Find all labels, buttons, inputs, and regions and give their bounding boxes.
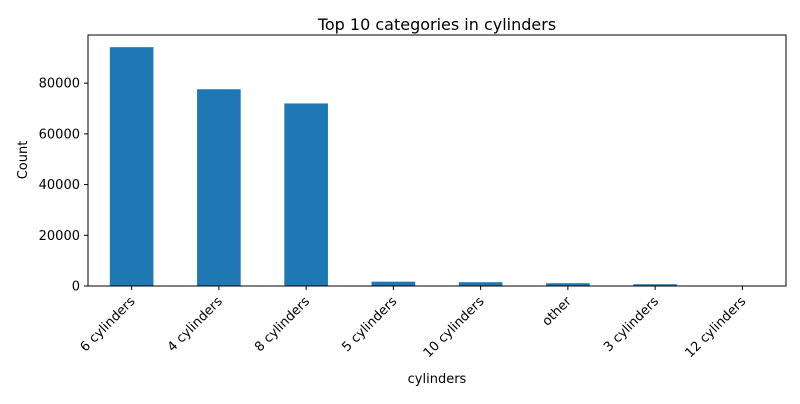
y-tick-label-2: 40000 [39,178,80,193]
plot-area: 0 20000 40000 60000 80000 6 cylinders 4 cylind… [39,34,787,361]
bar-3 [371,281,416,286]
bar-6 [633,284,677,286]
x-tick-label-6: 3 cylinders [601,294,662,355]
x-tick-label-2: 8 cylinders [252,294,313,355]
bar-5 [546,283,590,286]
bar-0 [109,47,154,287]
y-tick-label-0: 0 [72,280,80,295]
x-tick-label-5: other [540,294,576,330]
chart-title: Top 10 categories in cylinders [317,15,556,34]
x-tick-label-3: 5 cylinders [339,294,400,355]
x-tick-label-4: 10 cylinders [421,294,488,361]
bar-4 [458,282,503,286]
y-tick-label-4: 80000 [39,77,80,92]
plot-frame [87,34,787,287]
x-axis-label: cylinders [408,372,467,387]
y-tick-label-1: 20000 [39,229,80,244]
y-tick-label-3: 60000 [39,127,80,142]
y-axis-label: Count [16,141,31,180]
x-tick-label-0: 6 cylinders [78,294,139,355]
bar-1 [197,89,241,287]
x-tick-label-1: 4 cylinders [165,294,226,355]
bar-2 [284,103,328,286]
x-tick-label-7: 12 cylinders [682,294,749,361]
